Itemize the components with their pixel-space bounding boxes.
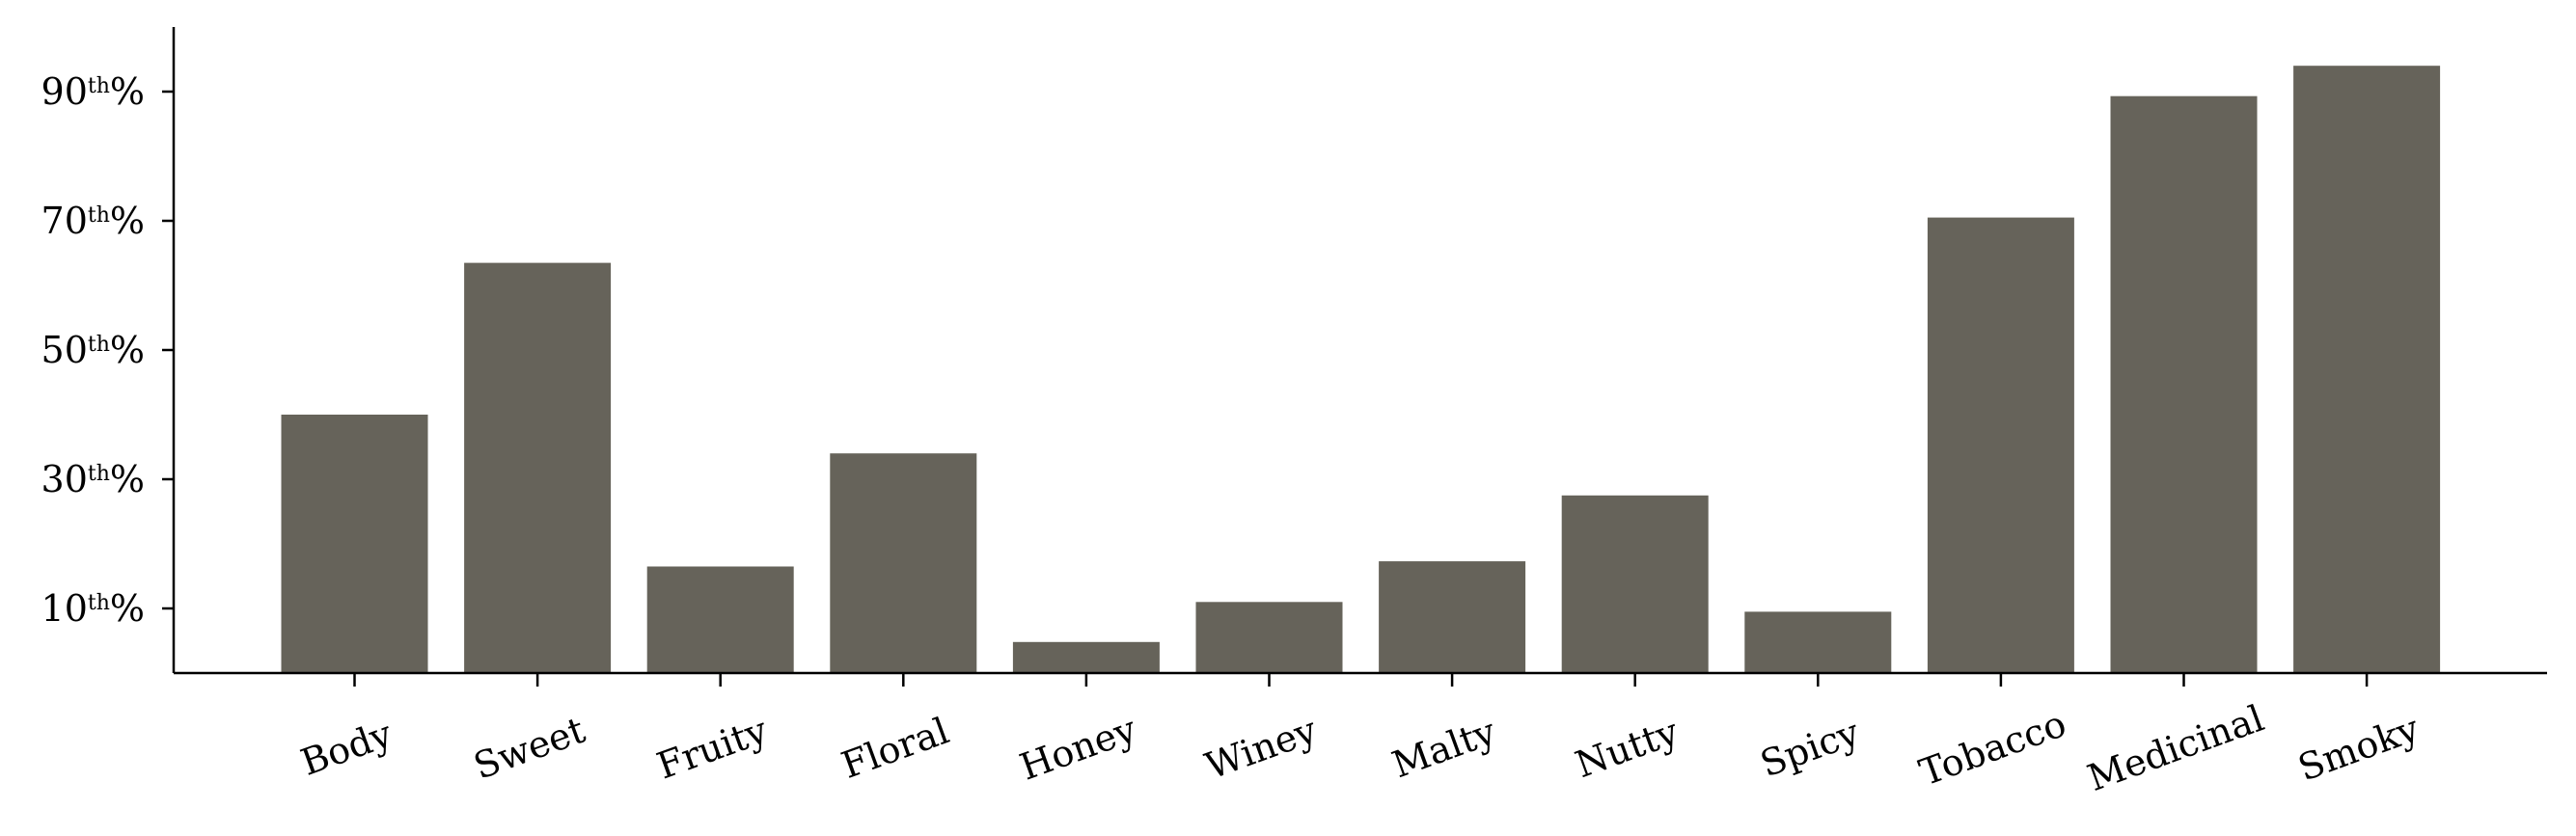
bar-honey xyxy=(1012,641,1160,673)
bar-medicinal xyxy=(2110,95,2258,673)
x-tick-label-nutty: Nutty xyxy=(1570,710,1685,786)
x-axis: Body Sweet Fruity Floral Honey Winey Malty Nutt… xyxy=(174,671,2547,800)
bar-smoky xyxy=(2293,66,2441,673)
x-tick-label-body: Body xyxy=(295,712,397,784)
y-tick-label: 70th% xyxy=(41,200,145,242)
x-tick-label-medicinal: Medicinal xyxy=(2082,697,2269,800)
y-tick-label: 50th% xyxy=(41,329,145,371)
x-tick-label-malty: Malty xyxy=(1386,710,1501,786)
x-tick-label-tobacco: Tobacco xyxy=(1914,702,2071,794)
bar-floral xyxy=(830,453,977,673)
x-tick-label-floral: Floral xyxy=(836,710,955,787)
bar-winey xyxy=(1195,602,1343,673)
y-tick-label: 10th% xyxy=(41,587,145,630)
x-tick-label-honey: Honey xyxy=(1014,708,1141,789)
y-tick-label: 30th% xyxy=(41,458,145,500)
bar-tobacco xyxy=(1927,217,2074,673)
bar-malty xyxy=(1379,561,1526,673)
x-tick-label-spicy: Spicy xyxy=(1755,711,1865,786)
bar-nutty xyxy=(1561,495,1709,674)
x-tick-label-fruity: Fruity xyxy=(651,709,773,788)
x-tick-label-sweet: Sweet xyxy=(468,709,590,788)
bar-spicy xyxy=(1744,611,1892,673)
bars-group xyxy=(281,66,2441,674)
bar-fruity xyxy=(646,566,794,673)
x-tick-label-winey: Winey xyxy=(1200,709,1323,788)
y-axis: 10th% 30th% 50th% 70th% 90th% xyxy=(41,27,176,673)
bar-body xyxy=(281,415,428,673)
x-tick-label-smoky: Smoky xyxy=(2292,707,2425,790)
y-tick-label: 90th% xyxy=(41,70,145,113)
bar-sweet xyxy=(464,262,612,673)
